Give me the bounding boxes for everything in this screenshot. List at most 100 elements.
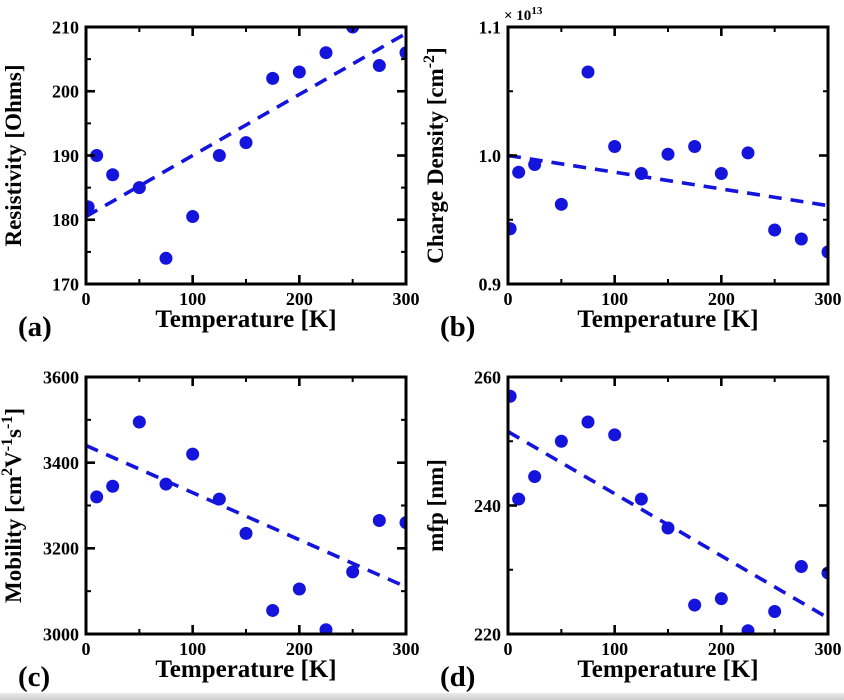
- y-tick-label: 170: [52, 274, 79, 294]
- data-point: [661, 521, 675, 535]
- data-point: [554, 434, 568, 448]
- y-axis-offset-label: × 1013: [504, 5, 543, 24]
- plot-box: [84, 375, 408, 636]
- y-tick-label: 0.9: [479, 274, 502, 294]
- chart-panel-b: 0 100 200 300 0.9 1.0 1.1× 1013 Temperature [K]…: [422, 5, 842, 343]
- x-tick-label: 0: [504, 639, 513, 659]
- panel-a: 0 100 200 300 170 180 190 200 210 Temperature [K]…: [0, 0, 422, 350]
- data-point: [608, 428, 622, 442]
- y-tick-label: 3200: [43, 539, 79, 559]
- trend-line: [86, 443, 406, 589]
- panel-label: (b): [440, 311, 475, 343]
- x-tick-label: 0: [82, 289, 91, 309]
- data-point: [106, 479, 120, 493]
- y-tick-label: 3400: [43, 453, 79, 473]
- data-point: [319, 46, 333, 60]
- data-point: [90, 149, 104, 162]
- data-point: [714, 592, 728, 606]
- data-point: [508, 389, 517, 403]
- y-tick-label: 260: [474, 367, 501, 387]
- data-point: [212, 492, 226, 506]
- x-tick-label: 300: [815, 639, 842, 659]
- data-point: [266, 603, 280, 617]
- chart-panel-d: 0 100 200 300 220 240 260 Temperature [K] mfp [n…: [423, 367, 842, 693]
- y-tick-label: 180: [52, 210, 79, 230]
- panel-label: (c): [18, 661, 50, 693]
- y-tick-label: 220: [474, 624, 501, 644]
- y-tick-label: 3000: [43, 624, 79, 644]
- x-tick-label: 200: [286, 639, 313, 659]
- panel-label: (d): [440, 661, 475, 693]
- data-point: [688, 140, 702, 154]
- x-axis-label: Temperature [K]: [155, 306, 336, 333]
- x-axis-label: Temperature [K]: [577, 306, 758, 333]
- data-point: [372, 513, 386, 527]
- data-point: [212, 149, 226, 162]
- panel-b: 0 100 200 300 0.9 1.0 1.1 × 1013 Temperature [K]…: [422, 0, 844, 350]
- data-point: [608, 140, 622, 154]
- data-point: [581, 65, 595, 79]
- data-point: [528, 470, 542, 484]
- data-point: [292, 582, 306, 596]
- x-tick-label: 300: [393, 639, 420, 659]
- x-tick-label: 300: [393, 289, 420, 309]
- data-point: [399, 516, 406, 530]
- data-point: [319, 623, 333, 634]
- data-point: [768, 605, 782, 619]
- x-tick-label: 200: [286, 289, 313, 309]
- plot-box: [84, 25, 408, 286]
- data-point: [266, 71, 280, 85]
- data-point: [741, 624, 755, 634]
- panel-c: 0 100 200 300 3000 3200 3400 3600 Temperature [K…: [0, 350, 422, 700]
- data-point: [661, 147, 675, 161]
- data-point: [86, 200, 95, 214]
- data-point: [239, 136, 253, 150]
- chart-panel-c: 0 100 200 300 3000 3200 3400 3600 Temperature [K…: [0, 367, 420, 693]
- data-point: [512, 165, 526, 179]
- x-tick-label: 100: [179, 289, 206, 309]
- y-axis-label: Resistivity [Ohms]: [1, 64, 26, 246]
- data-point: [634, 492, 648, 506]
- x-tick-label: 200: [708, 639, 735, 659]
- x-tick-label: 0: [82, 639, 91, 659]
- trend-line: [508, 153, 828, 208]
- data-point: [528, 157, 542, 171]
- data-point: [512, 492, 526, 506]
- x-axis-label: Temperature [K]: [155, 656, 336, 683]
- x-tick-label: 200: [708, 289, 735, 309]
- data-point: [768, 223, 782, 237]
- data-point: [186, 210, 200, 224]
- x-tick-label: 0: [504, 289, 513, 309]
- y-tick-label: 1.0: [479, 146, 502, 166]
- data-point: [688, 598, 702, 612]
- data-point: [634, 166, 648, 180]
- plot-box: [506, 375, 830, 636]
- data-point: [346, 565, 360, 579]
- data-point: [581, 415, 595, 429]
- x-tick-label: 100: [601, 639, 628, 659]
- y-axis-label: Mobility [cm2V-1s-1]: [0, 408, 26, 603]
- data-point: [554, 197, 568, 211]
- data-point: [794, 560, 808, 574]
- data-point: [186, 447, 200, 461]
- data-point: [821, 245, 828, 259]
- data-point: [159, 251, 173, 265]
- data-point: [132, 415, 146, 429]
- data-point: [372, 59, 386, 73]
- x-tick-label: 100: [601, 289, 628, 309]
- x-tick-label: 100: [179, 639, 206, 659]
- y-tick-label: 190: [52, 146, 79, 166]
- data-point: [741, 146, 755, 160]
- page-bottom-edge: [0, 693, 844, 700]
- panel-d: 0 100 200 300 220 240 260 Temperature [K] mfp [n…: [422, 350, 844, 700]
- data-point: [159, 477, 173, 491]
- data-point: [508, 222, 517, 236]
- data-point: [132, 181, 146, 195]
- data-point: [90, 490, 104, 504]
- y-tick-label: 3600: [43, 367, 79, 387]
- data-point: [399, 46, 406, 60]
- y-axis-label: Charge Density [cm-2]: [422, 47, 448, 263]
- y-tick-label: 200: [52, 82, 79, 102]
- data-point: [714, 166, 728, 180]
